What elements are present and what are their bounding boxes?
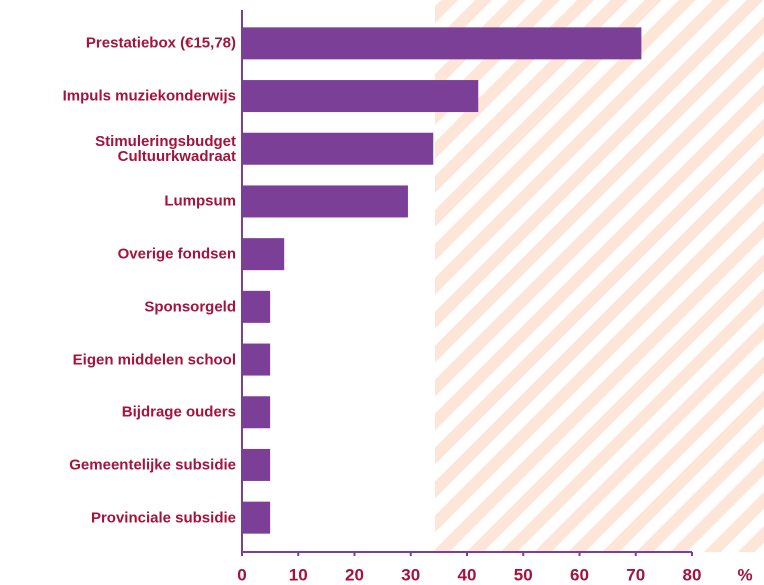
- bar: [242, 290, 271, 323]
- y-tick-label: Eigen middelen school: [72, 351, 236, 369]
- x-tick-label: 0: [237, 565, 246, 584]
- x-tick-label: 20: [345, 565, 364, 584]
- x-tick-label: 30: [401, 565, 420, 584]
- y-tick-label: Impuls muziekonderwijs: [62, 87, 236, 105]
- y-tick-label: Bijdrage ouders: [121, 403, 236, 421]
- x-tick-label: 60: [570, 565, 589, 584]
- bar: [242, 448, 271, 481]
- x-tick-label: 70: [626, 565, 645, 584]
- y-tick-label: Provinciale subsidie: [90, 509, 236, 527]
- x-tick-label: 10: [289, 565, 308, 584]
- bar: [242, 80, 479, 113]
- bar: [242, 238, 285, 271]
- bar: [242, 396, 271, 429]
- bar: [242, 501, 271, 534]
- y-tick-label: Prestatiebox (€15,78): [85, 34, 236, 52]
- y-tick-label: Sponsorgeld: [144, 298, 236, 316]
- x-tick-label: 80: [683, 565, 702, 584]
- y-tick-label: Overige fondsen: [117, 245, 236, 263]
- bar: [242, 27, 642, 60]
- bar: [242, 343, 271, 376]
- y-tick-label: Stimuleringsbudget Cultuurkwadraat: [95, 132, 236, 165]
- x-tick-label: 50: [514, 565, 533, 584]
- x-tick-label: 40: [458, 565, 477, 584]
- bar: [242, 185, 408, 218]
- bar: [242, 132, 434, 165]
- background-hatch: [435, 0, 764, 552]
- x-axis-label: %: [737, 565, 752, 584]
- y-tick-label: Lumpsum: [164, 192, 236, 210]
- y-tick-label: Gemeentelijke subsidie: [69, 456, 236, 474]
